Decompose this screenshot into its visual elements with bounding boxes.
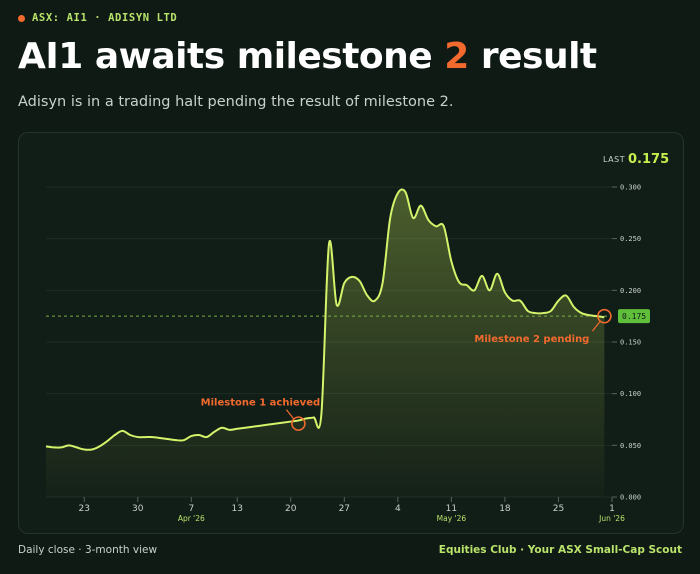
title-text-pre: AI1 awaits milestone [18,36,445,77]
milestone-1-label: Milestone 1 achieved [201,398,320,409]
y-tick-label: 0.100 [620,390,641,398]
chart-card: 0.300 0.250 0.200 0.150 0.100 0.050 0.000 23 30… [18,132,684,534]
price-chart: 0.300 0.250 0.200 0.150 0.100 0.050 0.000 23 30… [45,152,669,523]
x-tick-label: 7 [188,504,194,514]
title-text-post: result [468,36,597,77]
x-tick-label: 30 [132,504,144,514]
title-accent: 2 [444,36,469,77]
ticker-label: ASX: AI1 · ADISYN LTD [32,12,178,24]
x-month-label: Apr '26 [178,514,205,523]
x-tick-label: 18 [499,504,511,514]
price-tag-value: 0.175 [622,312,646,321]
ticker-tag: ASX: AI1 · ADISYN LTD [18,12,177,24]
y-axis: 0.300 0.250 0.200 0.150 0.100 0.050 0.000 [620,184,641,502]
price-tag: 0.175 [618,309,650,324]
x-tick-label: 20 [285,504,297,514]
price-line [45,188,605,451]
footer-note: Daily close · 3-month view [18,544,158,556]
x-tick-label: 23 [79,504,90,514]
x-tick-label: 27 [339,504,350,514]
annotations: Milestone 1 achieved Milestone 2 pending [201,308,612,431]
x-tick-label: 11 [446,504,457,514]
last-label: LAST [603,155,625,164]
page-subtitle: Adisyn is in a trading halt pending the … [18,94,454,110]
milestone-2-marker [597,308,612,324]
milestone-1-marker [291,416,306,431]
x-month-label: Jun '26 [598,514,625,523]
x-tick-label: 1 [609,504,615,514]
x-tick-label: 4 [395,504,401,514]
y-tick-label: 0.050 [620,442,641,450]
y-tick-label: 0.200 [620,287,641,295]
y-tick-label: 0.000 [620,494,641,502]
y-tick-label: 0.250 [620,235,641,243]
last-value: 0.175 [628,152,669,167]
y-tick-label: 0.150 [620,339,641,347]
x-tick-label: 13 [231,504,242,514]
status-dot-icon [18,14,25,22]
price-tag-bg [618,309,650,324]
x-month-label: May '26 [437,514,467,523]
milestone-1-leader [285,409,294,420]
milestone-2-label: Milestone 2 pending [474,334,589,345]
y-tick-label: 0.300 [620,184,641,192]
milestone-2-leader [591,320,601,332]
page-title: AI1 awaits milestone 2 result [18,36,597,77]
x-tick-label: 25 [553,504,564,514]
footer-brand: Equities Club · Your ASX Small-Cap Scout [438,544,682,556]
